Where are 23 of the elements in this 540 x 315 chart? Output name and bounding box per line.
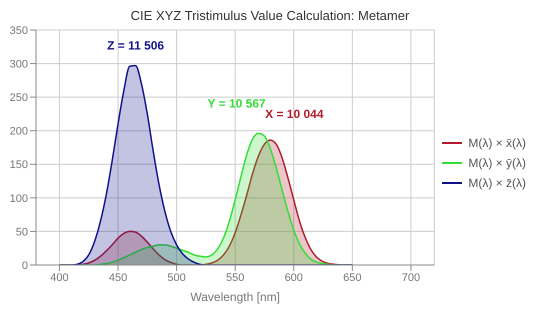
y-tick-label: 50 <box>16 226 28 238</box>
x-axis-title: Wavelength [nm] <box>190 290 280 304</box>
x-tick-label: 450 <box>108 272 128 284</box>
x-tick-label: 500 <box>167 272 186 284</box>
legend-label: M(λ) × z̄(λ) <box>468 176 526 190</box>
annotation: X = 10 044 <box>265 107 324 122</box>
y-tick-label: 150 <box>10 159 28 172</box>
x-tick-label: 650 <box>343 272 362 284</box>
x-tick-label: 600 <box>284 272 303 284</box>
annotation: Y = 10 567 <box>208 96 266 110</box>
y-tick-label: 300 <box>10 58 28 70</box>
x-tick-label: 400 <box>50 272 69 284</box>
legend-label: M(λ) × ȳ(λ) <box>468 156 526 170</box>
x-tick-label: 700 <box>402 272 420 284</box>
y-tick-label: 250 <box>10 92 28 104</box>
annotation: Z = 11 506 <box>107 38 164 53</box>
y-tick-label: 350 <box>10 24 28 37</box>
legend-label: M(λ) × x̄(λ) <box>468 136 526 150</box>
y-tick-label: 100 <box>10 192 28 205</box>
y-tick-label: 0 <box>22 260 28 272</box>
x-tick-label: 550 <box>226 272 244 284</box>
y-tick-label: 200 <box>10 126 28 138</box>
chart-title: CIE XYZ Tristimulus Value Calculation: Metamer <box>130 8 410 24</box>
